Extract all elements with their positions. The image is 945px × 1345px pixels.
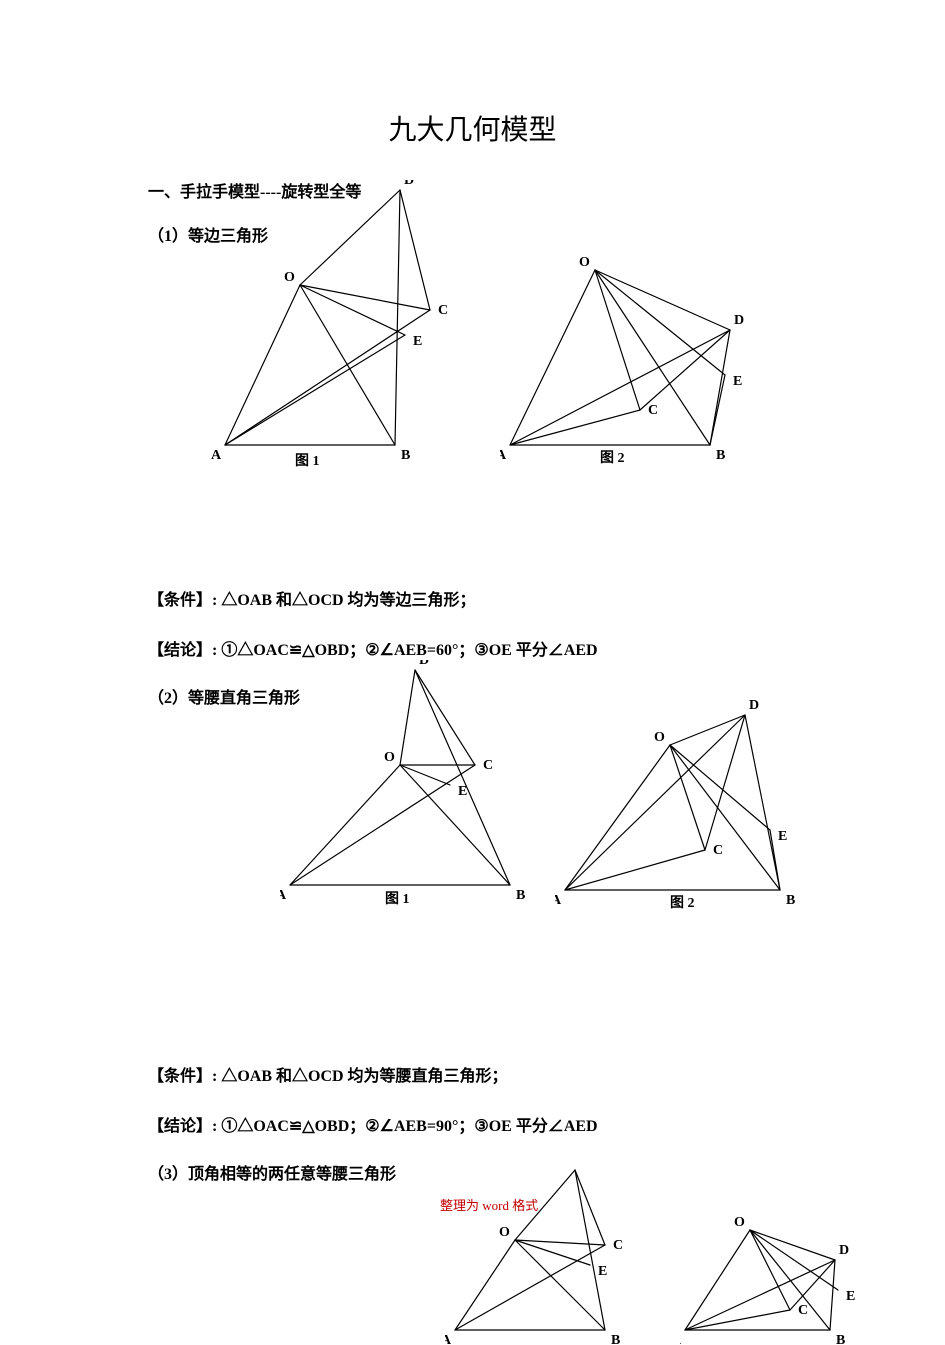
- diagram-3-fig-2: A B C D E O: [680, 1215, 860, 1345]
- vertex-label-b: B: [716, 448, 725, 463]
- vertex-label-b: B: [401, 448, 410, 463]
- vertex-label-a: A: [500, 448, 507, 463]
- condition-1: 【条件】: △OAB 和△OCD 均为等边三角形；: [148, 586, 476, 610]
- vertex-label-c: C: [648, 403, 658, 418]
- page-title: 九大几何模型: [0, 108, 945, 148]
- vertex-label-e: E: [598, 1264, 607, 1279]
- vertex-label-o: O: [499, 1225, 510, 1240]
- vertex-label-d: D: [749, 700, 759, 713]
- vertex-label-e: E: [733, 374, 742, 389]
- vertex-label-c: C: [483, 758, 493, 773]
- vertex-label-d: D: [734, 313, 744, 328]
- figure-label: 图 2: [670, 895, 695, 910]
- vertex-label-e: E: [458, 784, 467, 799]
- diagram-1-fig-2: A B C D E O 图 2: [500, 250, 780, 470]
- vertex-label-e: E: [778, 829, 787, 844]
- diagram-2-fig-1: A B C D E O 图 1: [280, 660, 540, 910]
- vertex-label-a: A: [555, 893, 562, 908]
- vertex-label-o: O: [284, 270, 295, 285]
- vertex-label-a: A: [211, 448, 222, 463]
- diagram-3-fig-1: A B C D E O: [445, 1165, 665, 1345]
- page: 九大几何模型 一、手拉手模型----旋转型全等 （1）等边三角形 ABCDEO图…: [0, 0, 945, 1337]
- figure-label: 图 1: [385, 891, 410, 907]
- vertex-label-c: C: [613, 1238, 623, 1253]
- footer-note: 整理为 word 格式: [440, 1195, 538, 1214]
- vertex-label-d: D: [404, 180, 414, 188]
- vertex-label-c: C: [798, 1303, 808, 1318]
- figure-label: 图 2: [600, 450, 625, 466]
- conclusion-1: 【结论】: ①△OAC≌△OBD；②∠AEB=60°；③OE 平分∠AED: [148, 636, 598, 660]
- vertex-label-o: O: [734, 1215, 745, 1230]
- vertex-label-c: C: [438, 303, 448, 318]
- vertex-label-c: C: [713, 843, 723, 858]
- subsection-2: （2）等腰直角三角形: [148, 684, 300, 708]
- vertex-label-d: D: [579, 1165, 589, 1168]
- diagram-1-fig-1: A B C D E O 图 1: [210, 180, 470, 470]
- vertex-label-b: B: [611, 1333, 620, 1345]
- subsection-3: （3）顶角相等的两任意等腰三角形: [148, 1160, 396, 1184]
- diagram-2-fig-2: A B C D E O 图 2: [555, 700, 815, 910]
- vertex-label-o: O: [384, 750, 395, 765]
- conclusion-2: 【结论】: ①△OAC≌△OBD；②∠AEB=90°；③OE 平分∠AED: [148, 1112, 598, 1136]
- vertex-label-o: O: [579, 255, 590, 270]
- vertex-label-b: B: [786, 893, 795, 908]
- condition-2: 【条件】: △OAB 和△OCD 均为等腰直角三角形；: [148, 1062, 508, 1086]
- vertex-label-a: A: [680, 1333, 682, 1345]
- vertex-label-b: B: [516, 888, 525, 903]
- vertex-label-o: O: [654, 730, 665, 745]
- vertex-label-e: E: [846, 1289, 855, 1304]
- vertex-label-b: B: [836, 1333, 845, 1345]
- vertex-label-a: A: [445, 1333, 452, 1345]
- vertex-label-a: A: [280, 888, 287, 903]
- vertex-label-e: E: [413, 334, 422, 349]
- figure-label: 图 1: [295, 453, 320, 469]
- vertex-label-d: D: [839, 1243, 849, 1258]
- vertex-label-d: D: [419, 660, 429, 668]
